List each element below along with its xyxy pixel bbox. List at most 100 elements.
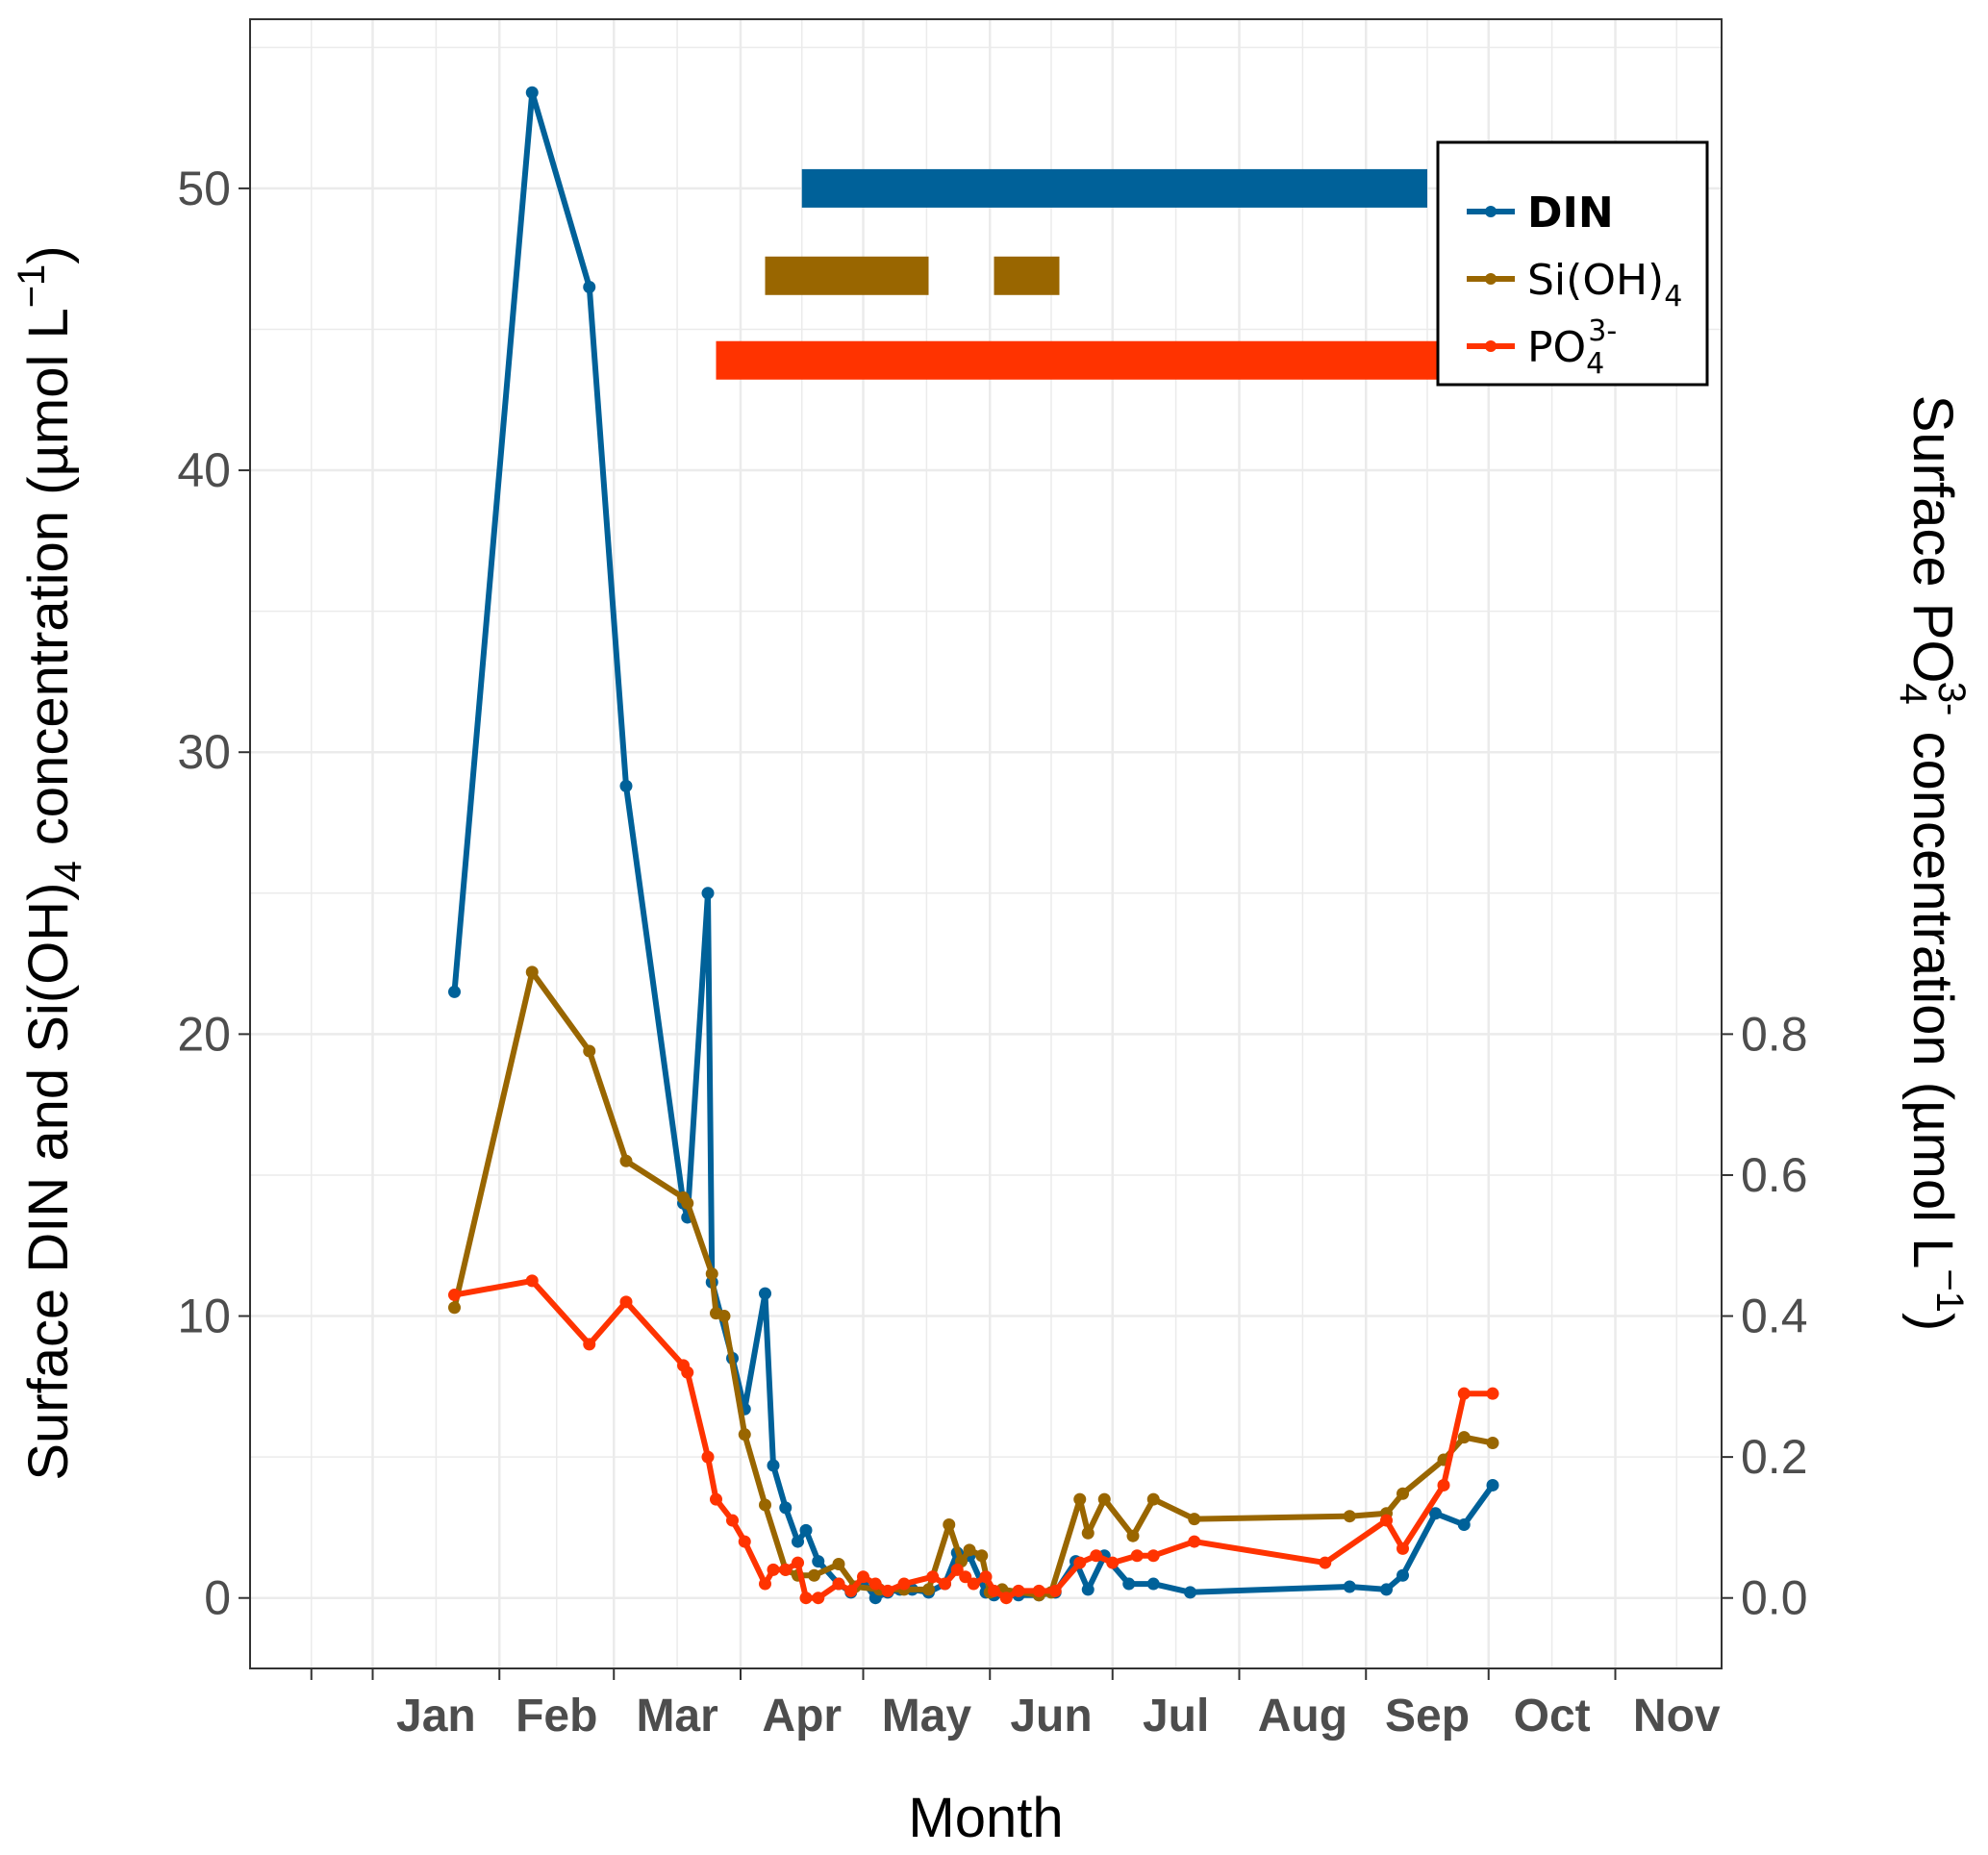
y-axis-title-right-end: ) xyxy=(1901,1313,1964,1331)
legend-item-silicate: Si(OH)4 xyxy=(1467,256,1682,313)
series-point-din xyxy=(779,1501,793,1515)
series-point-phosphate xyxy=(1437,1478,1450,1492)
y-axis-title-right-sub: 4 xyxy=(1892,684,1934,705)
y-axis-title-right: Surface PO43- concentration (µmol L−1) xyxy=(1892,395,1973,1332)
series-point-phosphate xyxy=(844,1584,858,1597)
series-line-silicate xyxy=(451,968,1496,1598)
limitation-bar-sioh4 xyxy=(765,256,929,295)
series-point-din xyxy=(1397,1568,1409,1582)
series-point-din xyxy=(1429,1507,1442,1520)
series-point-phosphate xyxy=(767,1563,780,1576)
series-point-din xyxy=(1081,1583,1095,1596)
y-left-tick-label: 20 xyxy=(177,1007,231,1061)
legend-label-din: DIN xyxy=(1527,188,1614,238)
y-axis-title-right-sup2: −1 xyxy=(1928,1268,1971,1313)
x-tick-label-sep: Sep xyxy=(1385,1691,1470,1742)
series-point-phosphate xyxy=(1188,1535,1201,1548)
y-right-tick-label: 0.8 xyxy=(1741,1007,1808,1061)
series-point-silicate xyxy=(583,1044,596,1058)
legend-label-phosphate-sup: 3- xyxy=(1588,314,1617,348)
y-axis-title-left-sup: −1 xyxy=(11,264,53,309)
series-point-din xyxy=(792,1535,804,1548)
series-point-silicate xyxy=(619,1154,633,1167)
y-axis-title-left-end: ) xyxy=(17,245,80,263)
series-point-phosphate xyxy=(1457,1387,1471,1400)
series-point-silicate xyxy=(1457,1431,1471,1444)
series-point-din xyxy=(701,887,715,900)
series-point-din xyxy=(583,281,596,294)
y-left-tick-label: 40 xyxy=(177,443,231,497)
data-series xyxy=(448,86,1499,1605)
legend-label-phosphate: PO43- xyxy=(1527,314,1617,381)
x-tick-label-oct: Oct xyxy=(1514,1691,1591,1742)
series-point-phosphate xyxy=(1090,1549,1103,1563)
series-point-phosphate xyxy=(897,1577,911,1591)
series-point-phosphate xyxy=(950,1563,964,1576)
series-point-silicate xyxy=(1097,1492,1111,1506)
series-point-silicate xyxy=(681,1196,694,1210)
plot-panel-border xyxy=(249,18,1723,1669)
y-right-tick-label: 0.6 xyxy=(1741,1148,1808,1202)
series-point-phosphate xyxy=(759,1577,771,1591)
y-right-tick-label: 0.2 xyxy=(1741,1430,1808,1484)
y-right-tick-label: 0.4 xyxy=(1741,1290,1808,1343)
series-point-din xyxy=(448,985,461,998)
y-axis-title-left-sub: 4 xyxy=(47,861,89,882)
x-tick-label-aug: Aug xyxy=(1258,1691,1347,1742)
series-point-phosphate xyxy=(857,1570,869,1584)
y-left-tick-label: 10 xyxy=(177,1290,231,1343)
series-point-silicate xyxy=(1397,1487,1409,1500)
x-tick-label-jun: Jun xyxy=(1010,1691,1092,1742)
y-axis-title-right-part2: concentration (µmol L xyxy=(1901,715,1964,1268)
series-point-silicate xyxy=(963,1543,976,1557)
series-point-din xyxy=(812,1555,825,1568)
x-tick-label-nov: Nov xyxy=(1633,1691,1721,1742)
series-point-phosphate xyxy=(710,1492,722,1506)
series-point-silicate xyxy=(705,1267,718,1281)
x-axis-title: Month xyxy=(908,1787,1063,1849)
legend-label-silicate: Si(OH)4 xyxy=(1527,256,1682,313)
legend-label-silicate-sub: 4 xyxy=(1664,280,1682,313)
series-point-silicate xyxy=(1073,1492,1087,1506)
axes: 0 10 20 30 40 50 0.0 0.2 0.4 0.6 0.8 Jan Feb Mar Apr Ma… xyxy=(177,162,1807,1742)
y-axis-title-left-part2: concentration (µmol L xyxy=(17,308,80,861)
y-axis-title-right-part1: Surface PO xyxy=(1901,395,1964,684)
series-point-silicate xyxy=(1188,1513,1201,1526)
y-axis-title-left: Surface DIN and Si(OH)4 concentration (µ… xyxy=(11,245,89,1480)
series-point-din xyxy=(1486,1478,1499,1492)
series-line-din xyxy=(451,89,1496,1601)
series-point-silicate xyxy=(525,965,539,979)
y-axis-title-left-part1: Surface DIN and Si(OH) xyxy=(17,883,80,1481)
limitation-bar-din xyxy=(801,168,1427,208)
legend-key-phosphate-dot xyxy=(1485,340,1497,352)
legend-key-din-dot xyxy=(1485,206,1497,217)
y-right-tick-label: 0.0 xyxy=(1741,1571,1808,1625)
series-point-silicate xyxy=(448,1301,461,1315)
series-point-phosphate xyxy=(738,1535,751,1548)
legend-item-din: DIN xyxy=(1467,188,1614,238)
series-point-phosphate xyxy=(881,1584,894,1597)
grid-lines xyxy=(249,19,1722,1668)
series-point-silicate xyxy=(1343,1510,1356,1523)
legend-label-phosphate-sub: 4 xyxy=(1586,347,1604,381)
series-point-phosphate xyxy=(1106,1556,1120,1569)
series-point-phosphate xyxy=(525,1274,539,1288)
series-point-phosphate xyxy=(681,1366,694,1379)
legend-key-silicate-dot xyxy=(1485,273,1497,285)
series-point-silicate xyxy=(922,1583,935,1596)
series-point-phosphate xyxy=(832,1577,845,1591)
x-tick-label-mar: Mar xyxy=(636,1691,717,1742)
series-point-phosphate xyxy=(619,1295,633,1309)
y-left-tick-label: 0 xyxy=(204,1571,231,1625)
series-point-din xyxy=(619,779,633,792)
series-point-phosphate xyxy=(812,1592,825,1605)
series-point-din xyxy=(1457,1517,1471,1531)
x-tick-label-feb: Feb xyxy=(516,1691,597,1742)
series-point-phosphate xyxy=(926,1570,940,1584)
x-tick-label-jul: Jul xyxy=(1143,1691,1209,1742)
series-point-din xyxy=(1184,1586,1196,1599)
series-point-phosphate xyxy=(1380,1514,1393,1527)
series-point-phosphate xyxy=(1012,1584,1025,1597)
legend: DIN Si(OH)4 PO43- xyxy=(1436,140,1709,387)
